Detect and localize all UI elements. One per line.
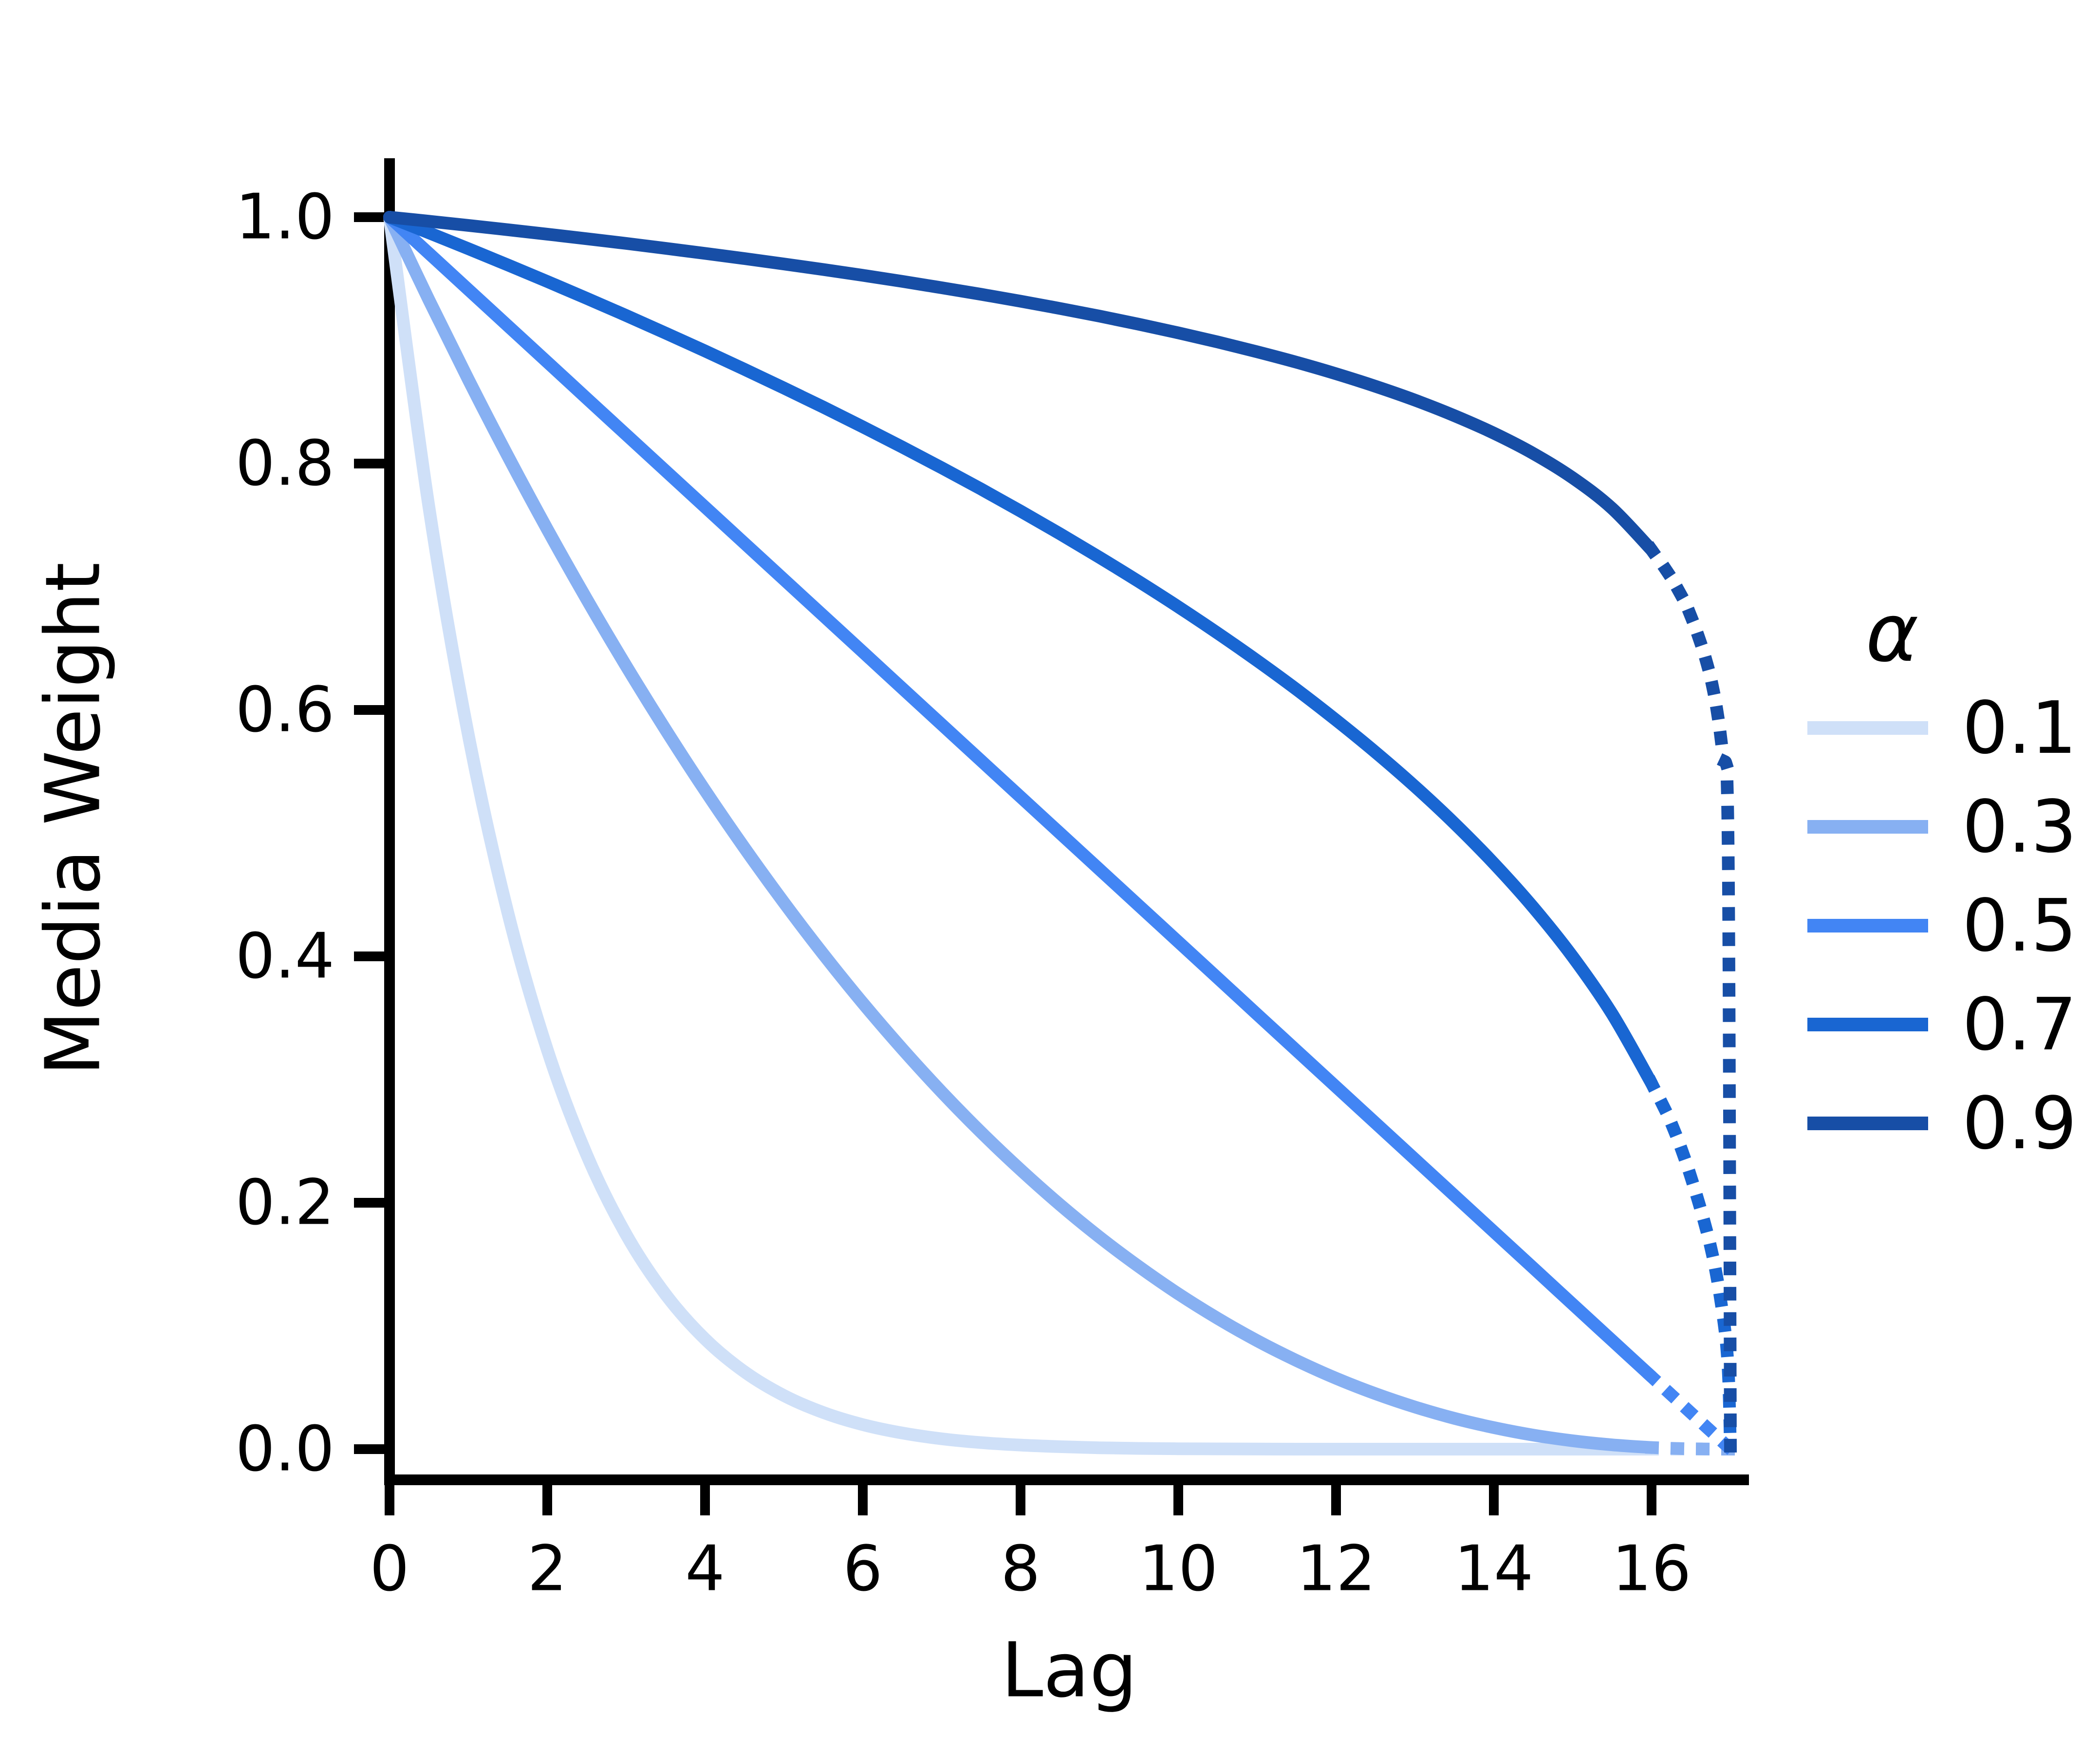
legend-label: 0.9 — [1962, 1082, 2077, 1165]
x-tick-label: 10 — [1139, 1533, 1218, 1605]
y-tick-label: 0.2 — [235, 1167, 335, 1239]
series-solid-line-alpha-0.9 — [383, 211, 1658, 557]
y-tick-label: 0.6 — [235, 674, 335, 746]
x-tick-label: 16 — [1612, 1533, 1691, 1605]
x-tick-label: 6 — [843, 1533, 882, 1605]
x-axis-label: Lag — [1001, 1626, 1137, 1715]
x-tick-label: 12 — [1297, 1533, 1376, 1605]
legend: α 0.1 0.3 0.5 0.7 0.9 — [1807, 586, 2077, 1165]
legend-title: α — [1866, 586, 1919, 680]
legend-label: 0.1 — [1962, 686, 2077, 770]
series-dashed-line-alpha-0.5 — [1642, 1367, 1740, 1458]
legend-entry-0.7: 0.7 — [1807, 983, 2077, 1066]
x-tick-label: 2 — [527, 1533, 567, 1605]
series-dashed-line-alpha-0.9 — [1642, 541, 1737, 1456]
legend-label: 0.7 — [1962, 983, 2077, 1066]
series-solid-line-alpha-0.7 — [383, 211, 1658, 1090]
y-tick-label: 0.0 — [235, 1413, 335, 1486]
x-tick-label: 0 — [370, 1533, 409, 1605]
legend-entry-0.5: 0.5 — [1807, 884, 2077, 968]
x-tick-label: 4 — [685, 1533, 725, 1605]
series-solid-line-alpha-0.5 — [383, 211, 1658, 1383]
legend-label: 0.3 — [1962, 785, 2077, 869]
legend-entry-0.3: 0.3 — [1807, 785, 2077, 869]
legend-label: 0.5 — [1962, 884, 2077, 968]
y-tick-label: 0.8 — [235, 428, 335, 500]
series-solid-line-alpha-0.1 — [383, 211, 1658, 1456]
series-solid-line-alpha-0.3 — [383, 211, 1658, 1454]
axes-layer: 0.0 0.2 0.4 0.6 0.8 1.0 0 2 4 6 8 10 12 14 16 — [235, 158, 1749, 1605]
legend-entry-0.1: 0.1 — [1807, 686, 2077, 770]
x-tick-label: 14 — [1454, 1533, 1534, 1605]
y-axis-label: Media Weight — [29, 562, 117, 1076]
x-tick-label: 8 — [1001, 1533, 1040, 1605]
series-layer — [383, 211, 1740, 1458]
legend-entry-0.9: 0.9 — [1807, 1082, 2077, 1165]
y-tick-label: 1.0 — [235, 181, 335, 254]
y-tick-label: 0.4 — [235, 920, 335, 993]
series-dashed-line-alpha-0.3 — [1645, 1441, 1737, 1456]
